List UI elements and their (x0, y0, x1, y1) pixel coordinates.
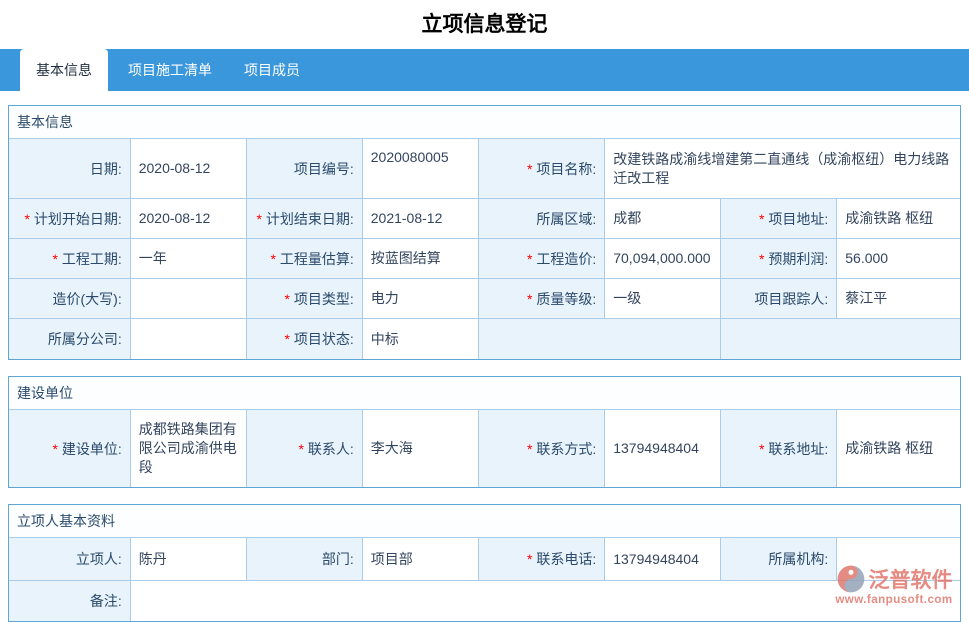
required-asterisk: * (256, 210, 266, 227)
project-duration-label: * 工程工期: (9, 239, 131, 279)
form-row: * 计划开始日期: 2020-08-12 * 计划结束日期: 2021-08-12 所属… (9, 199, 960, 239)
tab-project-members[interactable]: 项目成员 (244, 62, 300, 78)
required-asterisk: * (284, 290, 294, 307)
empty-cell-1 (478, 319, 722, 359)
project-code-label: 项目编号: (246, 139, 363, 199)
required-asterisk: * (527, 440, 537, 457)
date-label: 日期: (9, 139, 131, 199)
section-header-construction-unit: 建设单位 (9, 377, 960, 410)
watermark-brand: 泛普软件 (868, 569, 953, 592)
applicant-value[interactable]: 陈丹 (130, 538, 247, 581)
project-cost-value[interactable]: 70,094,000.000 (605, 239, 722, 279)
required-asterisk: * (24, 210, 34, 227)
watermark-top-row: 泛普软件 (823, 564, 965, 594)
form-row: * 建设单位: 成都铁路集团有限公司成渝供电段 * 联系人: 李大海 * 联系方式: 13… (9, 410, 960, 487)
region-value[interactable]: 成都 (605, 199, 722, 239)
project-status-value[interactable]: 中标 (362, 319, 479, 359)
construction-unit-value[interactable]: 成都铁路集团有限公司成渝供电段 (130, 410, 247, 487)
required-asterisk: * (52, 440, 62, 457)
expected-profit-value[interactable]: 56.000 (837, 239, 960, 279)
page-title: 立项信息登记 (421, 13, 548, 36)
plan-end-date-label: * 计划结束日期: (246, 199, 363, 239)
quantity-estimate-label: * 工程量估算: (246, 239, 363, 279)
expected-profit-label: * 预期利润: (721, 239, 838, 279)
contact-address-label: * 联系地址: (721, 410, 838, 487)
project-tracker-label: 项目跟踪人: (721, 279, 838, 319)
quality-grade-label: * 质量等级: (478, 279, 606, 319)
department-label: 部门: (246, 538, 363, 581)
project-status-label: * 项目状态: (246, 319, 363, 359)
tab-bar: 基本信息 项目施工清单 项目成员 (0, 49, 969, 91)
form-row: 所属分公司: * 项目状态: 中标 (9, 319, 960, 359)
form-row: 立项人: 陈丹 部门: 项目部 * 联系电话: 13794948404 所属机构: (9, 538, 960, 581)
project-tracker-value[interactable]: 蔡江平 (837, 279, 960, 319)
section-construction-unit: 建设单位 * 建设单位: 成都铁路集团有限公司成渝供电段 * 联系人: 李大海 * 联系方… (8, 376, 961, 488)
watermark-url: www.fanpusoft.com (835, 594, 953, 606)
contact-phone-value[interactable]: 13794948404 (605, 538, 722, 581)
section-header-row: 建设单位 (9, 377, 960, 410)
required-asterisk: * (527, 290, 537, 307)
cost-in-words-value[interactable] (130, 279, 247, 319)
contact-method-label: * 联系方式: (478, 410, 606, 487)
project-address-label: * 项目地址: (721, 199, 838, 239)
contact-phone-label: * 联系电话: (478, 538, 606, 581)
plan-start-date-value[interactable]: 2020-08-12 (130, 199, 247, 239)
remark-label: 备注: (9, 581, 131, 621)
required-asterisk: * (527, 160, 537, 177)
project-type-value[interactable]: 电力 (362, 279, 479, 319)
section-basic-info: 基本信息 日期: 2020-08-12 项目编号: 2020080005 * 项目名称: 改… (8, 105, 961, 360)
project-type-label: * 项目类型: (246, 279, 363, 319)
section-header-applicant-info: 立项人基本资料 (9, 505, 960, 538)
section-header-basic-info: 基本信息 (9, 106, 960, 139)
cost-in-words-label: 造价(大写): (9, 279, 131, 319)
project-duration-value[interactable]: 一年 (130, 239, 247, 279)
required-asterisk: * (759, 210, 769, 227)
plan-start-date-label: * 计划开始日期: (9, 199, 131, 239)
form-row: 造价(大写): * 项目类型: 电力 * 质量等级: 一级 项目跟踪人: 蔡江平 (9, 279, 960, 319)
quality-grade-value[interactable]: 一级 (605, 279, 722, 319)
required-asterisk: * (527, 250, 537, 267)
date-value[interactable]: 2020-08-12 (130, 139, 247, 199)
contact-method-value[interactable]: 13794948404 (605, 410, 722, 487)
contact-person-value[interactable]: 李大海 (362, 410, 479, 487)
contact-person-label: * 联系人: (246, 410, 363, 487)
form-sections: 基本信息 日期: 2020-08-12 项目编号: 2020080005 * 项目名称: 改… (0, 91, 969, 622)
project-address-value[interactable]: 成渝铁路 枢纽 (837, 199, 960, 239)
plan-end-date-value[interactable]: 2021-08-12 (362, 199, 479, 239)
applicant-label: 立项人: (9, 538, 131, 581)
form-row: 日期: 2020-08-12 项目编号: 2020080005 * 项目名称: 改建铁路成… (9, 139, 960, 199)
project-name-label: * 项目名称: (478, 139, 606, 199)
required-asterisk: * (284, 331, 294, 347)
project-cost-label: * 工程造价: (478, 239, 606, 279)
tab-construction-list[interactable]: 项目施工清单 (128, 62, 212, 78)
construction-unit-label: * 建设单位: (9, 410, 131, 487)
organization-label: 所属机构: (721, 538, 838, 581)
required-asterisk: * (298, 440, 308, 457)
section-header-row: 立项人基本资料 (9, 505, 960, 538)
project-name-value[interactable]: 改建铁路成渝线增建第二直通线（成渝枢纽）电力线路迁改工程 (605, 139, 960, 199)
empty-cell-2 (721, 319, 960, 359)
required-asterisk: * (527, 551, 537, 567)
branch-company-value[interactable] (130, 319, 247, 359)
required-asterisk: * (270, 250, 280, 267)
quantity-estimate-value[interactable]: 按蓝图结算 (362, 239, 479, 279)
region-label: 所属区域: (478, 199, 606, 239)
fanpu-watermark: 泛普软件 www.fanpusoft.com (823, 564, 965, 606)
form-row: 备注: (9, 581, 960, 621)
required-asterisk: * (759, 440, 769, 457)
branch-company-label: 所属分公司: (9, 319, 131, 359)
department-value[interactable]: 项目部 (362, 538, 479, 581)
section-applicant-info: 立项人基本资料 立项人: 陈丹 部门: 项目部 * 联系电话: 13794948404 所属机… (8, 504, 961, 622)
fanpu-logo-icon (837, 565, 864, 593)
contact-address-value[interactable]: 成渝铁路 枢纽 (837, 410, 960, 487)
required-asterisk: * (52, 250, 62, 267)
section-header-row: 基本信息 (9, 106, 960, 139)
project-code-value[interactable]: 2020080005 (362, 139, 479, 199)
required-asterisk: * (759, 250, 769, 267)
tab-basic-info[interactable]: 基本信息 (20, 49, 108, 91)
form-row: * 工程工期: 一年 * 工程量估算: 按蓝图结算 * 工程造价: 70,094,000.… (9, 239, 960, 279)
